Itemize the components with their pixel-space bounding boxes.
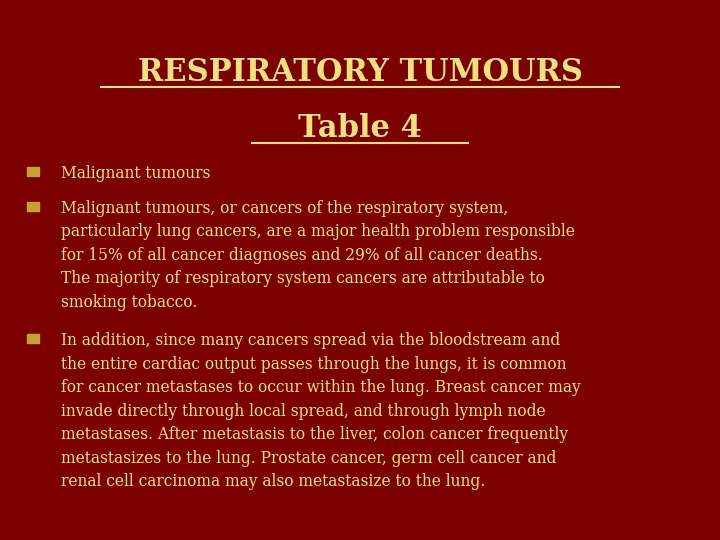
Text: RESPIRATORY TUMOURS: RESPIRATORY TUMOURS	[138, 57, 582, 87]
Bar	[27, 334, 39, 343]
Text: Malignant tumours: Malignant tumours	[61, 165, 210, 181]
Text: In addition, since many cancers spread via the bloodstream and
the entire cardia: In addition, since many cancers spread v…	[61, 332, 581, 490]
Text: Table 4: Table 4	[298, 113, 422, 144]
Bar	[27, 202, 39, 211]
Bar	[27, 167, 39, 176]
Text: Malignant tumours, or cancers of the respiratory system,
particularly lung cance: Malignant tumours, or cancers of the res…	[61, 200, 575, 311]
